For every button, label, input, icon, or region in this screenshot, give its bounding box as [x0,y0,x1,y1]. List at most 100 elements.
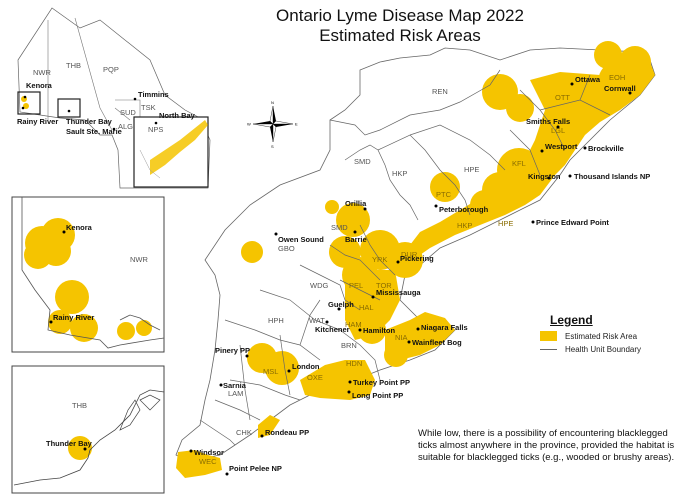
hu-label-hkp-2: HKP [457,221,472,230]
place-ottawa: Ottawa [575,75,601,84]
overview-place-rainy-river: Rainy River [17,117,58,126]
overview-label-thb: THB [66,61,81,70]
overview-place-thunder-bay: Thunder Bay [66,117,113,126]
overview-label-alg: ALG [118,122,133,131]
boundary-line-icon [540,349,557,350]
place-brockville: Brockville [588,144,624,153]
overview-inset: NWR THB PQP SUD TSK ALG NPS Kenora Rainy… [17,7,211,189]
disclaimer-note: While low, there is a possibility of enc… [418,428,675,463]
hu-label-nia: NIA [395,333,408,342]
overview-label-nwr: NWR [33,68,51,77]
place-pickering: Pickering [400,254,434,263]
place-barrie: Barrie [345,235,367,244]
hu-label-wat: WAT [309,316,325,325]
place-prince-edward-point: Prince Edward Point [536,218,609,227]
place-guelph: Guelph [328,300,354,309]
place-hamilton: Hamilton [363,326,396,335]
hu-label-hpe-2: HPE [498,219,513,228]
map-title: Ontario Lyme Disease Map 2022 Estimated … [230,6,570,46]
hu-label-ptc: PTC [436,190,452,199]
place-pinery-pp: Pinery PP [215,346,250,355]
hu-label-hph: HPH [268,316,284,325]
place-smiths-falls: Smiths Falls [526,117,570,126]
hu-label-dur: DUR [401,250,418,259]
legend-title: Legend [550,313,593,327]
hu-label-chk: CHK [236,428,252,437]
place-london: London [292,362,320,371]
overview-label-tsk: TSK [141,103,156,112]
place-niagara-falls: Niagara Falls [421,323,468,332]
hu-label-wec: WEC [199,457,217,466]
hu-label-ott: OTT [555,93,570,102]
place-wainfleet-bog: Wainfleet Bog [412,338,462,347]
map-title-line1: Ontario Lyme Disease Map 2022 [276,6,524,25]
legend-label-risk-area: Estimated Risk Area [565,331,638,341]
hu-label-pel: PEL [349,281,363,290]
place-windsor: Windsor [194,448,224,457]
place-kitchener: Kitchener [315,325,350,334]
hu-label-hdn: HDN [346,359,362,368]
hu-label-tor: TOR [376,281,392,290]
place-thousand-islands: Thousand Islands NP [574,172,650,181]
hu-label-msl: MSL [263,367,278,376]
thunder-bay-inset-place: Thunder Bay [46,439,93,448]
legend-item-risk-area: Estimated Risk Area [540,331,683,341]
place-markers [189,82,632,476]
risk-areas [176,41,655,478]
overview-place-timmins: Timmins [138,90,169,99]
overview-place-kenora: Kenora [26,81,53,90]
hu-label-smd-2: SMD [331,223,348,232]
thunder-bay-inset: Thunder Bay THB [11,365,165,494]
kenora-inset-place-kenora: Kenora [66,223,93,232]
place-mississauga: Mississauga [376,288,421,297]
place-rondeau-pp: Rondeau PP [265,428,309,437]
place-orillia: Orillia [345,199,367,208]
hu-label-eoh: EOH [609,73,625,82]
place-sarnia: Sarnia [223,381,247,390]
health-unit-boundaries [199,69,611,446]
hu-label-gbo: GBO [278,244,295,253]
overview-label-pqp: PQP [103,65,119,74]
hu-label-oxe: OXE [307,373,323,382]
place-long-point: Long Point PP [352,391,403,400]
place-kingston: Kingston [528,172,561,181]
kenora-inset-label-nwr: NWR [130,255,148,264]
hu-label-yrk: YRK [372,255,387,264]
risk-area-swatch-icon [540,331,557,341]
hu-label-ren: REN [432,87,448,96]
place-peterborough: Peterborough [439,205,489,214]
overview-place-north-bay: North Bay [159,111,196,120]
hu-label-lgl: LGL [551,126,565,135]
svg-text:W: W [247,122,251,127]
hu-label-brn: BRN [341,341,357,350]
svg-text:S: S [271,144,274,149]
main-map: REN SMD SMD HKP HKP HPE HPE PTC KFL LGL … [175,41,656,478]
hu-label-hkp: HKP [392,169,407,178]
hu-label-hal: HAL [359,303,374,312]
svg-text:N: N [271,100,274,105]
overview-place-sault-ste-marie: Sault Ste. Marie [66,127,122,136]
thunder-bay-inset-label-thb: THB [72,401,87,410]
overview-label-sud: SUD [120,108,136,117]
place-owen-sound: Owen Sound [278,235,324,244]
hu-label-kfl: KFL [512,159,526,168]
legend-label-boundary: Health Unit Boundary [565,345,642,354]
hu-label-wdg: WDG [310,281,328,290]
compass-rose-icon: N S E W [247,100,298,149]
place-westport: Westport [545,142,578,151]
kenora-inset-place-rainy-river: Rainy River [53,313,94,322]
place-cornwall: Cornwall [604,84,636,93]
svg-text:E: E [295,122,298,127]
hu-label-ham: HAM [345,320,362,329]
hu-label-smd: SMD [354,157,371,166]
place-turkey-point: Turkey Point PP [353,378,410,387]
overview-label-nps: NPS [148,125,163,134]
hu-label-hpe: HPE [464,165,479,174]
place-point-pelee: Point Pelee NP [229,464,282,473]
legend-item-boundary: Health Unit Boundary [540,345,683,354]
hu-label-lam: LAM [228,389,243,398]
legend: Legend Estimated Risk Area Health Unit B… [540,313,683,354]
map-title-line2: Estimated Risk Areas [319,26,481,45]
kenora-inset: Kenora Rainy River NWR [11,196,165,353]
